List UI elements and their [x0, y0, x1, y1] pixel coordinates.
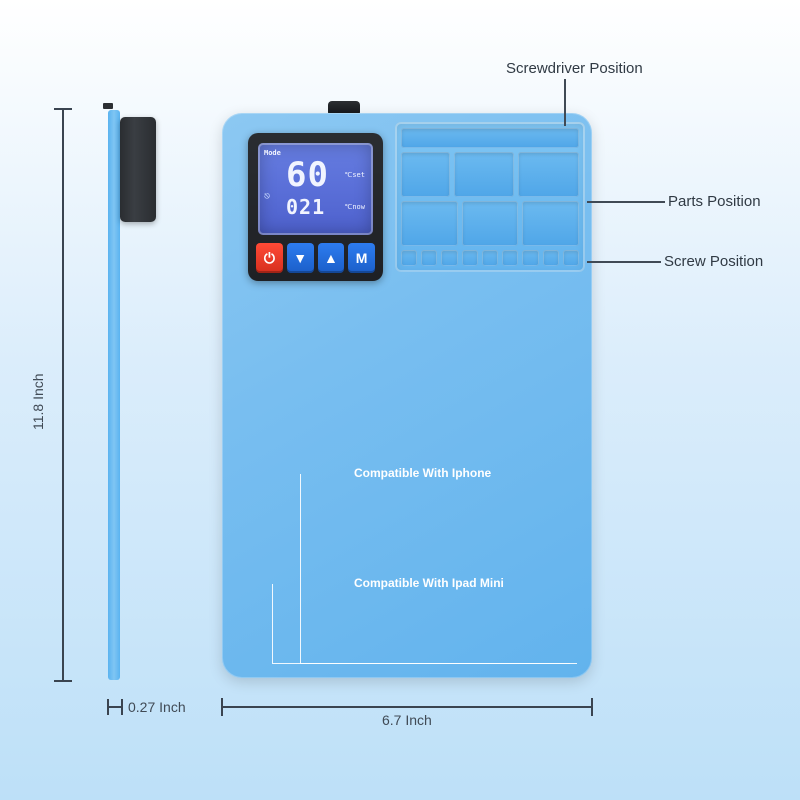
tray-row-screws	[401, 250, 579, 266]
dim-width-cap-r	[591, 698, 593, 716]
power-button[interactable]: ⏻	[256, 243, 283, 273]
guide-ipadmini	[272, 584, 577, 664]
dim-width-cap-l	[221, 698, 223, 716]
mode-button[interactable]: M	[348, 243, 375, 273]
side-profile	[108, 110, 120, 680]
screw-well	[482, 250, 498, 266]
bluetooth-icon: ⎋	[264, 191, 270, 202]
lcd-set-temp: 60	[286, 155, 329, 195]
guide-iphone-label: Compatible With Iphone	[354, 466, 491, 480]
parts-well-2	[454, 152, 515, 197]
screw-well	[522, 250, 538, 266]
callout-parts-hline	[587, 201, 665, 203]
side-controller-box	[120, 117, 156, 222]
guide-ipadmini-label: Compatible With Ipad Mini	[354, 576, 504, 590]
tray-row-parts-2	[401, 201, 579, 246]
temp-up-button[interactable]: ▲	[318, 243, 345, 273]
parts-tray	[395, 122, 585, 272]
temp-down-button[interactable]: ▼	[287, 243, 314, 273]
lcd-display: Mode 60 ℃set ⎋ 021 ℃now	[258, 143, 373, 235]
callout-parts: Parts Position	[668, 193, 761, 210]
parts-well-3	[518, 152, 579, 197]
dim-height-cap-top	[54, 108, 72, 110]
screw-well	[502, 250, 518, 266]
screwdriver-slot	[401, 128, 579, 148]
callout-screw-hline	[587, 261, 661, 263]
callout-screwdriver-vline	[564, 79, 566, 126]
mode-label: M	[356, 250, 368, 266]
dim-thick-cap-l	[107, 699, 109, 715]
parts-well-1	[401, 152, 450, 197]
screw-well	[543, 250, 559, 266]
parts-well-4	[401, 201, 458, 246]
tray-row-parts-1	[401, 152, 579, 197]
dim-width-label: 6.7 Inch	[382, 712, 432, 728]
lcd-set-unit: ℃set	[344, 171, 365, 179]
screw-well	[462, 250, 478, 266]
lcd-current-unit: ℃now	[344, 203, 365, 211]
dim-height-line	[62, 109, 64, 681]
dim-height-label: 11.8 Inch	[30, 373, 46, 430]
dim-thick-label: 0.27 Inch	[128, 699, 186, 715]
lcd-mode-label: Mode	[264, 149, 281, 157]
callout-screwdriver: Screwdriver Position	[506, 60, 643, 77]
power-icon: ⏻	[264, 250, 275, 267]
screw-well	[401, 250, 417, 266]
screw-well	[441, 250, 457, 266]
dim-thick-line	[108, 706, 122, 708]
side-clip	[103, 103, 113, 109]
dim-height-cap-bot	[54, 680, 72, 682]
parts-well-6	[522, 201, 579, 246]
dim-width-line	[222, 706, 592, 708]
parts-well-5	[462, 201, 519, 246]
up-icon: ▲	[324, 250, 338, 266]
down-icon: ▼	[293, 250, 307, 266]
tray-row-screwdriver	[401, 128, 579, 148]
screw-well	[421, 250, 437, 266]
lcd-current-temp: 021	[286, 195, 325, 219]
dim-thick-cap-r	[121, 699, 123, 715]
control-module: Mode 60 ℃set ⎋ 021 ℃now ⏻ ▼ ▲ M	[248, 133, 383, 281]
screw-well	[563, 250, 579, 266]
callout-screw: Screw Position	[664, 253, 763, 270]
